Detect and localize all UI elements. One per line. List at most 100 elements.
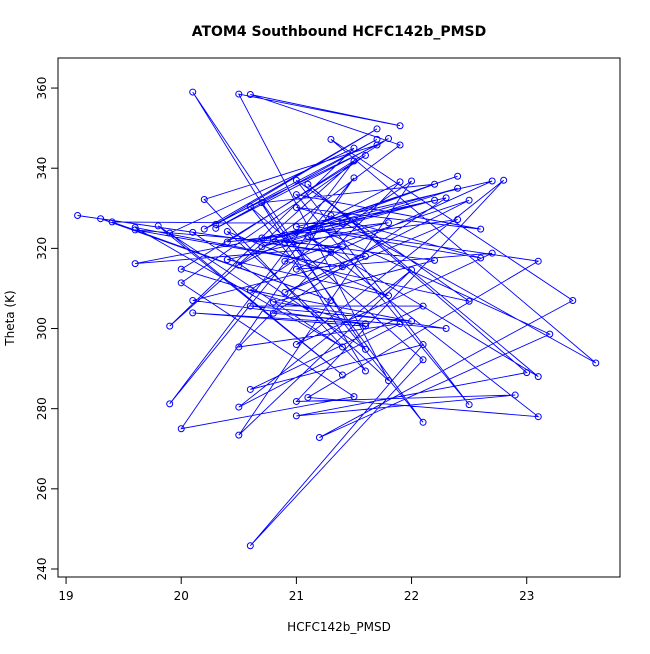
data-point xyxy=(431,256,439,264)
data-point xyxy=(534,373,542,381)
y-axis-label: Theta (K) xyxy=(3,290,17,346)
y-tick-label: 320 xyxy=(35,237,49,260)
x-tick-label: 19 xyxy=(58,589,73,603)
data-point xyxy=(269,309,277,317)
data-point xyxy=(292,265,300,273)
data-point xyxy=(350,393,358,401)
data-point xyxy=(534,257,542,265)
y-tick-label: 300 xyxy=(35,317,49,340)
data-point xyxy=(304,232,312,240)
data-point xyxy=(408,317,416,325)
data-point xyxy=(246,302,254,310)
data-point xyxy=(465,401,473,409)
data-point xyxy=(361,151,369,159)
data-point xyxy=(258,234,266,242)
data-point xyxy=(315,225,323,233)
data-point xyxy=(166,229,174,237)
data-point xyxy=(338,220,346,228)
data-point xyxy=(350,174,358,182)
data-point xyxy=(189,228,197,236)
data-point xyxy=(74,212,82,220)
data-point xyxy=(361,252,369,260)
data-point xyxy=(534,413,542,421)
data-point xyxy=(327,135,335,143)
data-point xyxy=(385,377,393,385)
data-point xyxy=(281,257,289,265)
data-point xyxy=(246,385,254,393)
data-point xyxy=(235,261,243,269)
data-point xyxy=(200,225,208,233)
x-axis-label: HCFC142b_PMSD xyxy=(287,620,391,634)
data-point xyxy=(419,302,427,310)
data-point xyxy=(258,243,266,251)
data-point xyxy=(361,322,369,330)
data-point xyxy=(396,320,404,328)
data-point xyxy=(419,341,427,349)
data-point xyxy=(281,239,289,247)
data-point xyxy=(327,212,335,220)
data-point xyxy=(177,279,185,287)
data-point xyxy=(477,225,485,233)
data-point xyxy=(246,203,254,211)
data-point xyxy=(327,296,335,304)
x-tick-label: 22 xyxy=(404,589,419,603)
data-point xyxy=(200,195,208,203)
x-tick-label: 21 xyxy=(289,589,304,603)
data-point xyxy=(373,125,381,133)
data-point xyxy=(223,228,231,236)
data-point xyxy=(361,345,369,353)
x-tick-label: 23 xyxy=(519,589,534,603)
data-point xyxy=(292,397,300,405)
data-point xyxy=(338,343,346,351)
data-point xyxy=(338,371,346,379)
data-point xyxy=(442,325,450,333)
data-point xyxy=(189,88,197,96)
data-point xyxy=(488,249,496,257)
data-point xyxy=(292,203,300,211)
data-line xyxy=(77,91,597,547)
y-tick-label: 340 xyxy=(35,157,49,180)
y-tick-label: 280 xyxy=(35,397,49,420)
data-point xyxy=(454,172,462,180)
data-point xyxy=(488,177,496,185)
data-point xyxy=(166,322,174,330)
data-point xyxy=(338,263,346,271)
data-point xyxy=(281,232,289,240)
data-point xyxy=(592,359,600,367)
data-point xyxy=(246,90,254,98)
data-point xyxy=(177,265,185,273)
data-point xyxy=(315,434,323,442)
data-point xyxy=(350,144,358,152)
data-point xyxy=(189,296,197,304)
data-point xyxy=(419,418,427,426)
data-point xyxy=(385,219,393,227)
data-point xyxy=(97,215,105,223)
data-point xyxy=(361,367,369,375)
data-point xyxy=(546,330,554,338)
data-point xyxy=(269,298,277,306)
data-point xyxy=(154,222,162,230)
x-tick-label: 20 xyxy=(174,589,189,603)
data-point xyxy=(292,191,300,199)
data-point xyxy=(235,403,243,411)
y-tick-label: 240 xyxy=(35,558,49,581)
data-point xyxy=(569,296,577,304)
data-point xyxy=(246,286,254,294)
y-tick-label: 360 xyxy=(35,77,49,100)
data-point xyxy=(431,180,439,188)
data-point xyxy=(281,288,289,296)
data-point xyxy=(454,216,462,224)
data-point xyxy=(131,224,139,232)
data-point xyxy=(131,260,139,268)
data-point xyxy=(235,431,243,439)
data-point xyxy=(419,356,427,364)
data-point xyxy=(350,157,358,165)
data-point xyxy=(396,178,404,186)
data-point xyxy=(269,235,277,243)
data-point xyxy=(408,177,416,185)
data-point xyxy=(304,180,312,188)
data-point xyxy=(373,135,381,143)
data-point xyxy=(338,243,346,251)
data-point xyxy=(431,196,439,204)
